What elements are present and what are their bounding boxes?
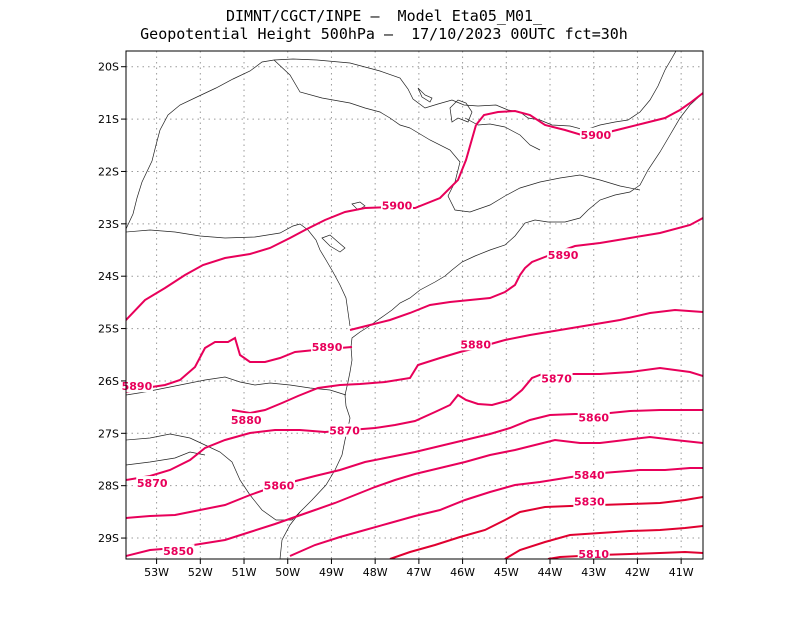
contour-label: 5860 — [264, 480, 295, 493]
contour-label-bg — [579, 127, 612, 141]
lake — [417, 87, 433, 103]
contour-label: 5900 — [382, 199, 413, 212]
contour-label: 5830 — [574, 495, 605, 508]
y-tick-label: 26S — [98, 375, 119, 388]
contour-label-bg — [162, 544, 195, 558]
contour-label: 5840 — [574, 469, 605, 482]
contour-label-bg — [381, 198, 414, 212]
state-border — [126, 223, 351, 327]
contour-label-bg — [577, 410, 610, 424]
contour-5890-east — [349, 217, 703, 331]
plot-frame — [125, 50, 704, 560]
contour-5900-south — [126, 124, 477, 321]
x-tick-label: 42W — [625, 566, 650, 579]
island — [351, 201, 366, 211]
x-tick-label: 53W — [144, 566, 169, 579]
contour-label: 5870 — [541, 372, 572, 385]
contour-label-bg — [547, 248, 580, 262]
state-border — [126, 433, 301, 521]
x-tick-label: 50W — [275, 566, 300, 579]
contour-label: 5890 — [122, 380, 153, 393]
contour-label: 5860 — [578, 412, 609, 425]
figure-title-line-1: DIMNT/CGCT/INPE – Model Eta05_M01_ — [225, 7, 543, 25]
contour-5820 — [504, 525, 703, 559]
x-tick-label: 47W — [406, 566, 431, 579]
y-tick-label: 25S — [98, 323, 119, 336]
contour-5830 — [389, 496, 703, 559]
state-border — [464, 117, 541, 151]
y-tick-label: 21S — [98, 113, 119, 126]
lake — [321, 234, 346, 253]
y-tick-label: 27S — [98, 427, 119, 440]
lat-lon-grid — [126, 51, 703, 559]
x-tick-label: 43W — [581, 566, 606, 579]
axis-ticks: 53W 52W 51W 50W 49W 48W 47W 46W 45W 44W 43W 42W 41W 2… — [98, 61, 694, 579]
x-tick-label: 45W — [494, 566, 519, 579]
contour-5860 — [126, 409, 703, 519]
state-border — [126, 451, 206, 466]
contour-label-bg — [311, 339, 344, 353]
x-tick-label: 46W — [450, 566, 475, 579]
contour-label-bg — [577, 546, 610, 560]
contour-label: 5880 — [460, 338, 491, 351]
y-tick-label: 24S — [98, 270, 119, 283]
contour-5880 — [231, 308, 703, 415]
contour-label-bg — [328, 423, 361, 437]
state-border — [126, 376, 347, 396]
contour-5890-west — [126, 336, 353, 393]
contour-label: 5900 — [581, 129, 612, 142]
x-tick-label: 48W — [363, 566, 388, 579]
y-tick-label: 22S — [98, 165, 119, 178]
contour-5840 — [289, 467, 703, 557]
y-tick-label: 28S — [98, 480, 119, 493]
figure-title-line-2: Geopotential Height 500hPa – 17/10/2023 … — [140, 25, 628, 43]
x-tick-label: 44W — [538, 566, 563, 579]
x-tick-label: 41W — [669, 566, 694, 579]
state-border — [273, 59, 411, 129]
contour-5870 — [126, 366, 703, 481]
contour-label: 5890 — [312, 341, 343, 354]
state-border — [409, 127, 641, 213]
coastline — [279, 92, 703, 559]
contour-label-bg — [459, 337, 492, 351]
contour-label: 5810 — [578, 548, 609, 561]
contour-label-bg — [230, 413, 263, 427]
contour-label: 5850 — [163, 545, 194, 558]
coastline — [126, 51, 677, 230]
contour-label-bg — [540, 371, 573, 385]
contour-label-bg — [573, 468, 606, 482]
lake — [449, 99, 473, 123]
x-tick-label: 51W — [232, 566, 257, 579]
contour-5810 — [547, 550, 703, 559]
contour-label: 5870 — [137, 477, 168, 490]
y-tick-label: 20S — [98, 61, 119, 74]
contour-label-bg — [262, 478, 295, 492]
contour-label: 5870 — [329, 425, 360, 438]
y-tick-label: 29S — [98, 532, 119, 545]
contour-label-bg — [120, 379, 153, 393]
contour-5850 — [126, 435, 703, 557]
contour-labels: 5900 5900 5890 5890 5890 5880 5880 5870 5870 5870… — [120, 127, 612, 561]
geopotential-contours — [126, 92, 703, 559]
x-tick-label: 52W — [188, 566, 213, 579]
coastline-and-borders — [126, 51, 703, 559]
contour-label-bg — [136, 476, 169, 490]
contour-label-bg — [573, 494, 606, 508]
contour-label: 5880 — [231, 414, 262, 427]
y-tick-label: 23S — [98, 218, 119, 231]
x-tick-label: 49W — [319, 566, 344, 579]
contour-label: 5890 — [548, 249, 579, 262]
